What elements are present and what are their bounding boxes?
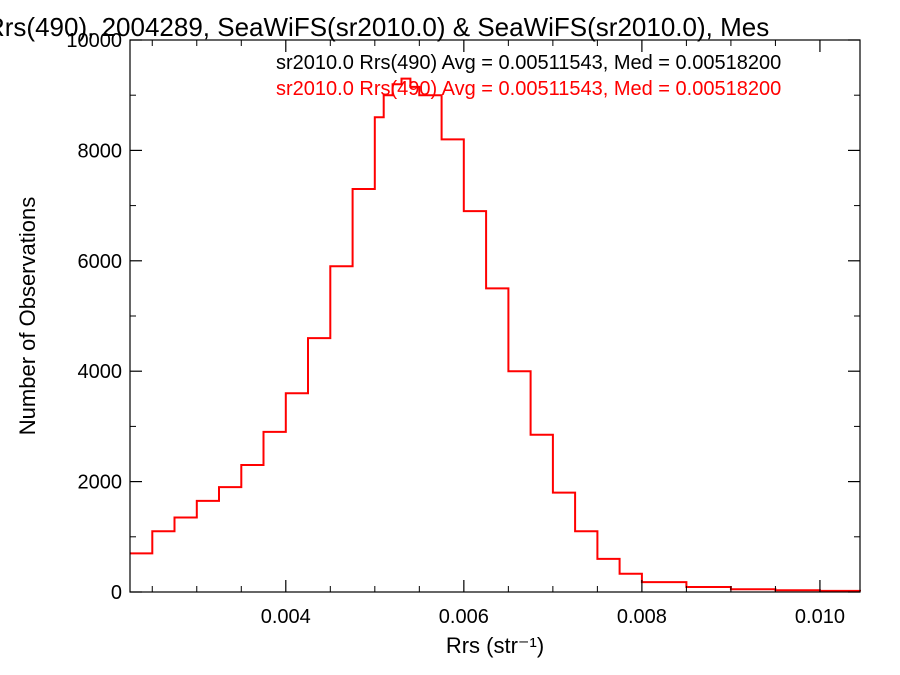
y-axis-title: Number of Observations (15, 197, 40, 435)
series-line-0 (130, 77, 861, 592)
legend-entry-0: sr2010.0 Rrs(490) Avg = 0.00511543, Med … (276, 52, 781, 74)
plot-area (130, 77, 861, 592)
chart-title: Rrs(490), 2004289, SeaWiFS(sr2010.0) & S… (0, 12, 769, 42)
y-tick-label: 2000 (78, 472, 123, 494)
y-tick-label: 8000 (78, 140, 123, 162)
plot-frame (129, 39, 861, 593)
x-axis-title: Rrs (str⁻¹) (446, 633, 544, 658)
x-tick-label: 0.006 (439, 606, 489, 628)
y-tick-label: 4000 (78, 361, 123, 383)
legend: sr2010.0 Rrs(490) Avg = 0.00511543, Med … (276, 52, 781, 100)
axes: 0 2000 4000 6000 8000 10000 0.004 0.006 0.008 0.0… (66, 30, 861, 628)
x-tick-label: 0.010 (795, 606, 845, 628)
x-tick-label: 0.008 (617, 606, 667, 628)
legend-entry-1: sr2010.0 Rrs(490) Avg = 0.00511543, Med … (276, 78, 781, 100)
y-tick-label: 10000 (66, 30, 122, 52)
x-tick-label: 0.004 (261, 606, 311, 628)
y-tick-label: 0 (111, 582, 122, 604)
y-tick-label: 6000 (78, 251, 123, 273)
